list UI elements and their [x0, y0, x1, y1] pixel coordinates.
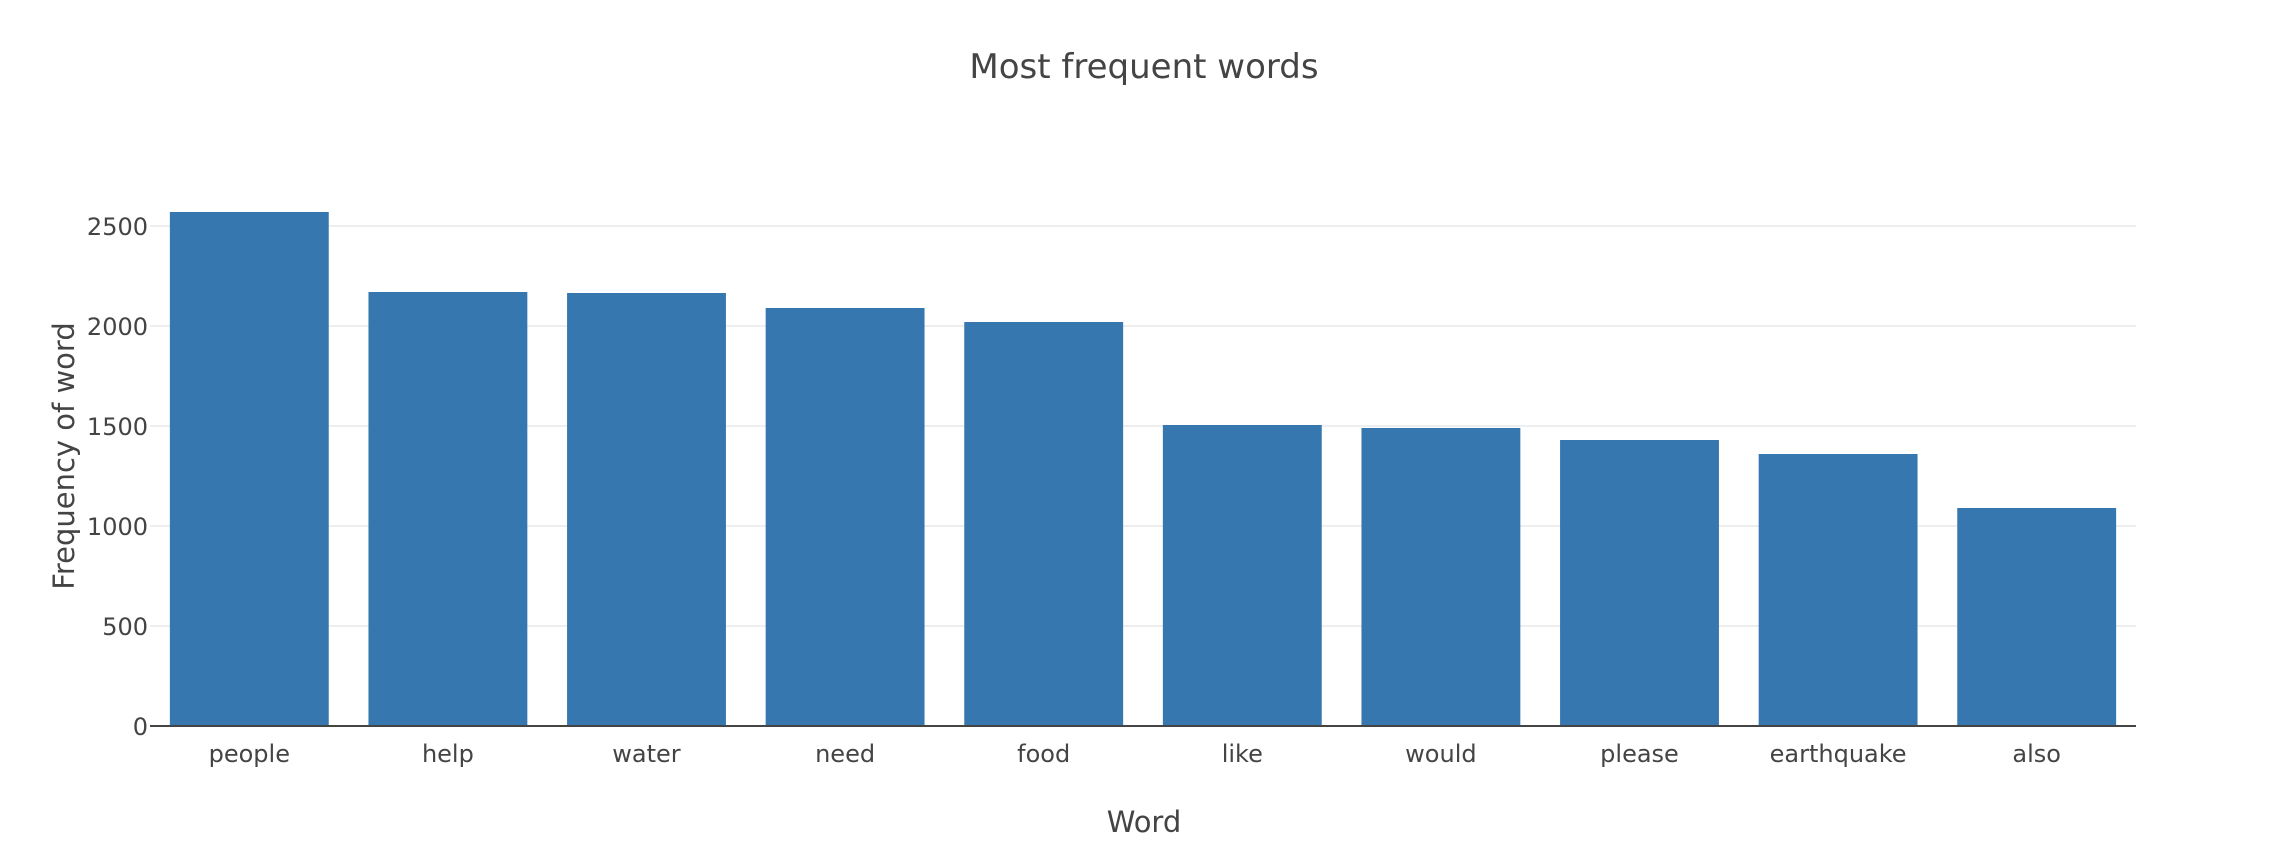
y-axis-title: Frequency of word: [47, 322, 81, 590]
bar-people[interactable]: [169, 212, 329, 726]
bar-water[interactable]: [567, 293, 726, 726]
x-tick-label: also: [2012, 740, 2061, 768]
bar-like[interactable]: [1162, 425, 1322, 726]
y-tick-label: 2500: [87, 213, 148, 241]
y-tick-label: 2000: [87, 313, 148, 341]
bar-also[interactable]: [1957, 508, 2117, 726]
bar-need[interactable]: [765, 308, 925, 726]
x-tick-label: people: [209, 740, 290, 768]
x-tick-label: earthquake: [1770, 740, 1907, 768]
x-tick-label: need: [815, 740, 875, 768]
y-tick-label: 0: [133, 713, 148, 741]
y-tick-label: 500: [102, 613, 148, 641]
y-tick-label: 1000: [87, 513, 148, 541]
bar-please[interactable]: [1560, 440, 1719, 726]
y-tick-label: 1500: [87, 413, 148, 441]
bars: [169, 212, 2117, 726]
x-tick-label: water: [612, 740, 681, 768]
y-axis-ticks: 0 500 1000 1500 2000 2500: [87, 213, 148, 741]
x-tick-label: please: [1600, 740, 1679, 768]
x-axis-title: Word: [1107, 805, 1182, 839]
x-tick-label: would: [1405, 740, 1476, 768]
bar-earthquake[interactable]: [1758, 454, 1918, 726]
x-tick-label: like: [1222, 740, 1263, 768]
bar-would[interactable]: [1361, 428, 1521, 726]
x-tick-label: food: [1017, 740, 1070, 768]
x-axis-ticks: people help water need food like would please ea…: [209, 740, 2061, 768]
x-tick-label: help: [422, 740, 474, 768]
bar-help[interactable]: [368, 292, 528, 726]
bar-food[interactable]: [964, 322, 1124, 726]
chart-title: Most frequent words: [969, 47, 1318, 87]
